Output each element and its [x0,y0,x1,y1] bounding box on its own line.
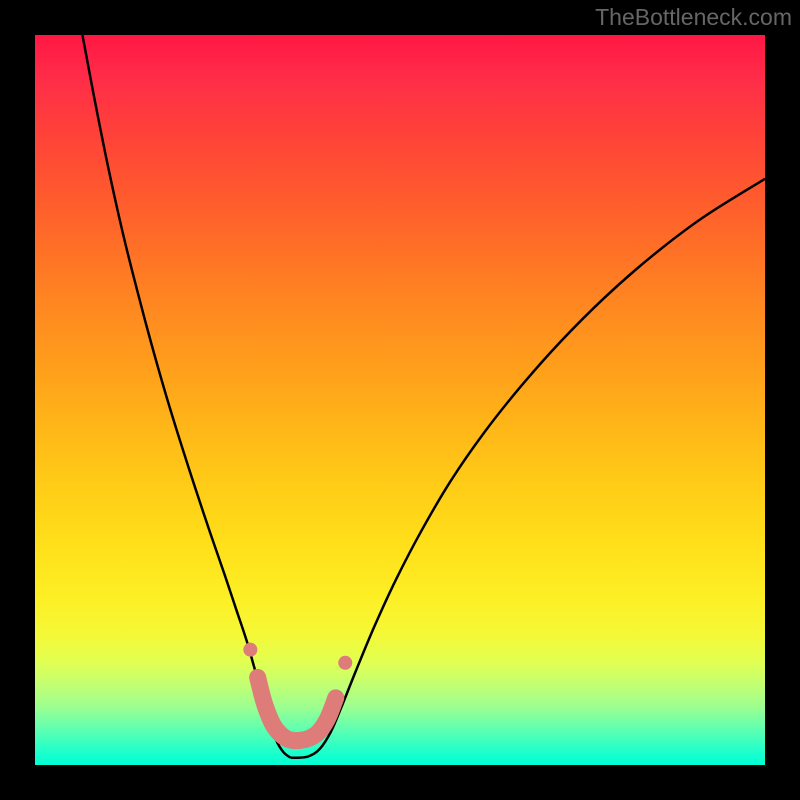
bottleneck-chart [35,35,765,765]
watermark-text: TheBottleneck.com [595,4,792,31]
bottom-band [258,677,336,740]
marker-dot [338,656,352,670]
left-curve [82,35,290,758]
marker-dot [243,643,257,657]
marker-group [243,643,352,670]
right-curve [291,179,766,758]
curve-overlay [35,35,765,765]
